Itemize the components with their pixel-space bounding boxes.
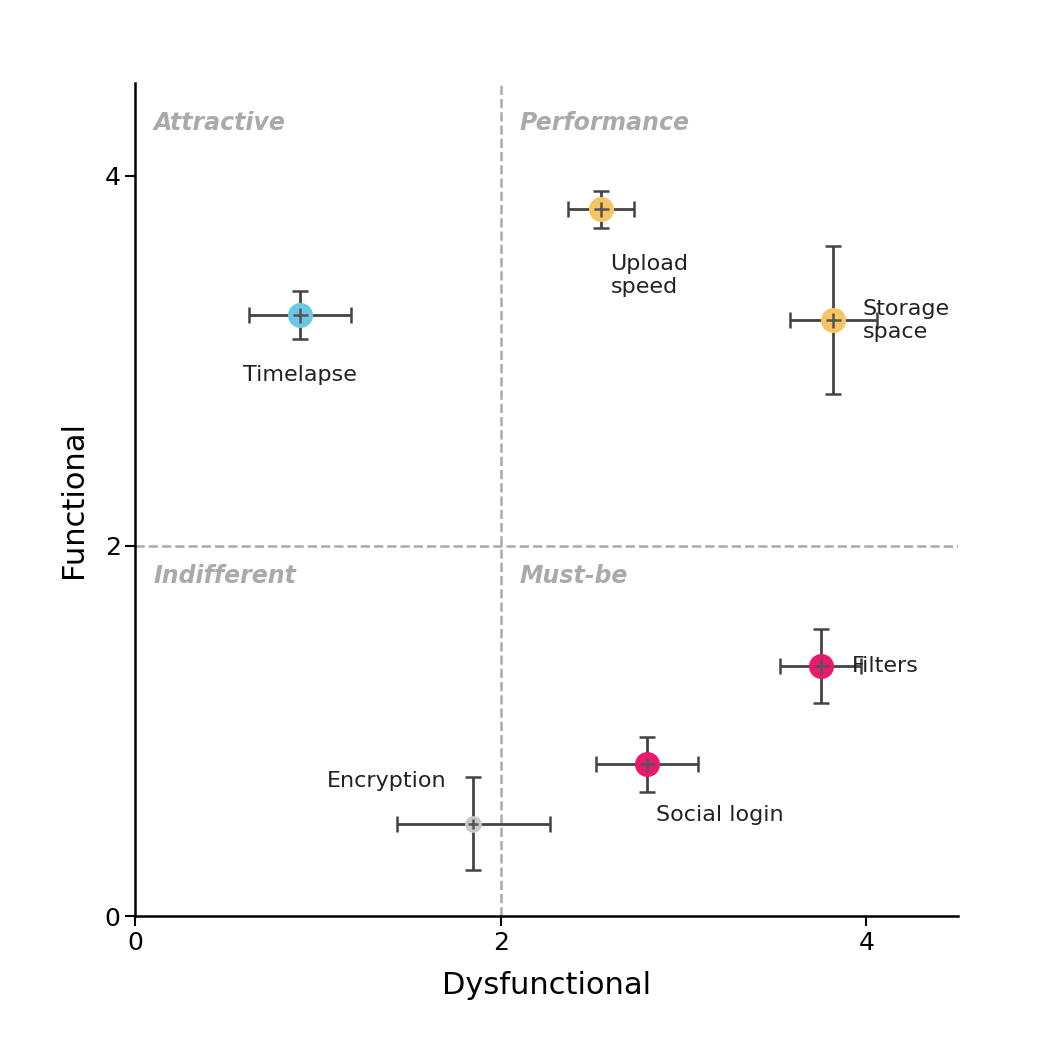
- Text: Upload
speed: Upload speed: [610, 254, 688, 297]
- Y-axis label: Functional: Functional: [59, 422, 88, 578]
- Text: Storage
space: Storage space: [863, 299, 949, 341]
- Text: Encryption: Encryption: [327, 771, 447, 791]
- Text: Indifferent: Indifferent: [154, 564, 297, 588]
- Text: Social login: Social login: [656, 805, 784, 826]
- Text: Timelapse: Timelapse: [243, 364, 357, 384]
- Text: Filters: Filters: [852, 656, 918, 677]
- Text: Performance: Performance: [519, 111, 689, 135]
- Text: Must-be: Must-be: [519, 564, 628, 588]
- Text: Attractive: Attractive: [154, 111, 285, 135]
- X-axis label: Dysfunctional: Dysfunctional: [442, 971, 651, 1000]
